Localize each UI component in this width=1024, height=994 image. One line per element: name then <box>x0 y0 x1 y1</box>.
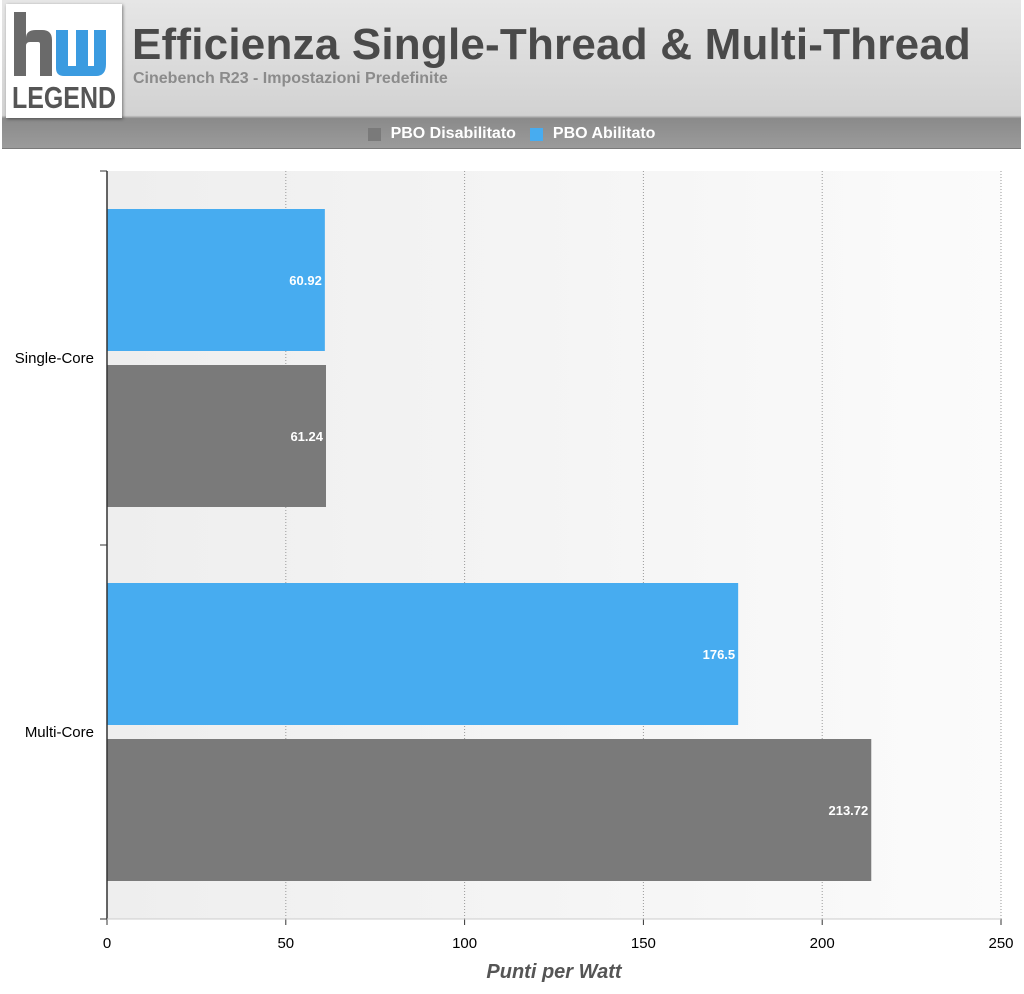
x-tick-label-150: 150 <box>631 935 656 952</box>
x-tick-label-200: 200 <box>810 935 835 952</box>
legend-swatch-pbo-disabled <box>367 127 381 141</box>
bar-value-label-multi-core-series-0: 213.72 <box>828 803 868 818</box>
x-tick-label-0: 0 <box>103 935 111 952</box>
bar-value-label-single-core-series-1: 60.92 <box>289 273 322 288</box>
axes <box>100 170 1002 925</box>
chart-header: LEGEND Efficienza Single-Thread & Multi-… <box>2 0 1021 149</box>
bar-value-label-single-core-series-0: 61.24 <box>290 429 323 444</box>
legend-label-pbo-enabled: PBO Abilitato <box>552 125 656 142</box>
x-axis-title: Punti per Watt <box>486 961 623 983</box>
hw-legend-logo-icon: LEGEND <box>12 12 116 115</box>
legend-item-pbo-disabled[interactable]: PBO Disabilitato <box>367 125 516 143</box>
bar-value-label-multi-core-series-1: 176.5 <box>703 647 736 662</box>
category-label-single-core: Single-Core <box>15 350 94 367</box>
category-label-multi-core: Multi-Core <box>25 724 94 741</box>
bar-multi-core-series-0[interactable] <box>107 739 872 881</box>
bar-single-core-series-0[interactable] <box>107 365 326 507</box>
chart-legend: PBO Disabilitato PBO Abilitato <box>2 124 1021 144</box>
legend-swatch-pbo-enabled <box>529 127 543 141</box>
x-tick-label-250: 250 <box>988 935 1013 952</box>
chart-subtitle: Cinebench R23 - Impostazioni Predefinite <box>133 70 448 87</box>
x-tick-label-100: 100 <box>452 935 477 952</box>
chart-title: Efficienza Single-Thread & Multi-Thread <box>132 20 971 69</box>
x-tick-label-50: 50 <box>277 935 294 952</box>
labels: 0 50 100 150 200 250 60.92 61.24 Single-Core 176.… <box>15 273 1014 952</box>
bar-multi-core-series-1[interactable] <box>107 583 739 725</box>
legend-item-pbo-enabled[interactable]: PBO Abilitato <box>529 125 656 143</box>
bars <box>107 209 872 881</box>
legend-label-pbo-disabled: PBO Disabilitato <box>390 125 516 142</box>
bar-single-core-series-1[interactable] <box>107 209 325 351</box>
svg-text:LEGEND: LEGEND <box>12 80 116 115</box>
brand-logo: LEGEND <box>6 4 122 118</box>
